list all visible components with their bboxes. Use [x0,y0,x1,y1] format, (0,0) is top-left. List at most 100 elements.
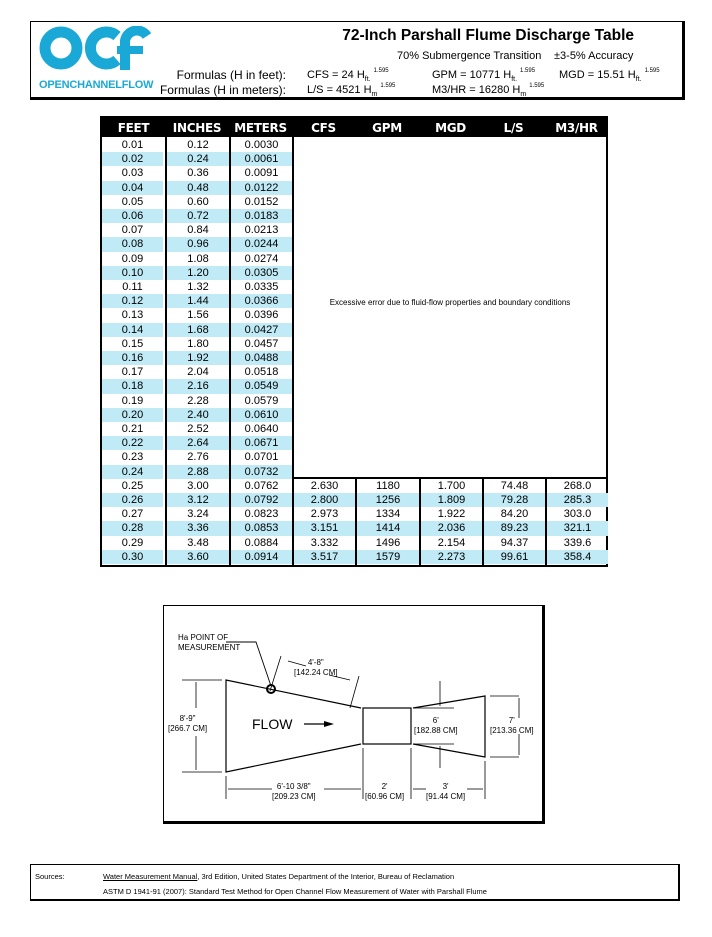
cfs-formula: CFS = 24 Hft.1.595 [307,68,389,84]
table-cell: 1.922 [437,508,466,521]
mgd-formula: MGD = 15.51 Hft.1.595 [559,68,660,84]
table-cell: 0.0701 [244,451,279,464]
table-cell: 0.21 [121,423,144,435]
table-cell: 3.332 [310,536,339,549]
column-header-cfs: CFS [292,118,355,137]
table-cell: 303.0 [563,508,592,521]
table-cell: 0.22 [102,436,163,451]
table-cell: 0.0549 [231,379,292,394]
table-cell: 0.05 [121,195,144,208]
table-cell: 0.15 [121,337,144,350]
table-cell: 0.24 [167,152,229,167]
table-cell: 0.0884 [244,536,279,549]
table-cell: 339.6 [563,536,592,549]
ocf-logo-icon [39,25,152,70]
table-cell: 0.0518 [244,366,279,379]
table-cell: 0.24 [102,464,163,479]
table-cell: 0.0732 [231,464,292,479]
table-cell: 99.61 [484,549,545,564]
table-cell: 1579 [357,549,419,564]
table-cell: 0.72 [167,209,229,224]
table-cell: 0.28 [102,521,163,536]
dim-diverging-length: 3' [91.44 CM] [426,782,466,801]
table-cell: 0.0853 [231,521,292,536]
table-cell: 2.64 [167,436,229,451]
table-cell: 0.0122 [231,180,292,195]
sources-label: Sources: [35,872,65,881]
row-divider [292,477,606,480]
table-cell: 0.36 [187,167,209,180]
table-cell: 321.1 [547,521,608,536]
table-cell: 3.36 [167,521,229,536]
table-cell: 2.973 [310,508,339,521]
table-cell: 0.04 [102,180,163,195]
table-cell: 3.12 [167,493,229,508]
table-cell: 3.24 [187,508,209,521]
table-cell: 0.12 [102,294,163,309]
table-cell: 0.01 [121,139,144,151]
table-cell: 1414 [357,521,419,536]
table-cell: 94.37 [500,536,529,549]
table-cell: 2.800 [294,493,355,508]
table-cell: 2.630 [310,479,339,492]
excluded-range-message: Excessive error due to fluid-flow proper… [329,298,571,308]
table-cell: 0.0427 [231,322,292,337]
table-cell: 0.0823 [244,508,279,521]
table-cell: 0.0762 [244,479,279,492]
table-cell: 0.23 [121,451,144,464]
column-header-meters: METERS [229,118,292,137]
table-cell: 0.27 [121,508,144,521]
table-cell: 1.700 [437,479,466,492]
table-cell: 0.0335 [244,281,279,293]
table-cell: 0.13 [121,309,144,322]
table-cell: 0.0671 [231,436,292,451]
formulas-meters-label: Formulas (H in meters): [159,83,286,97]
dim-inlet-width: 8'-9" [266.7 CM] [168,714,208,733]
column-header-mgd: MGD [419,118,482,137]
table-cell: 268.0 [563,479,592,492]
table-cell: 2.52 [187,423,209,435]
table-cell: 1180 [376,479,400,492]
table-cell: 1.92 [167,351,229,366]
header-box: OPENCHANNELFLOW 72-Inch Parshall Flume D… [30,21,685,100]
source-1-title: Water Measurement Manual [103,872,198,881]
formulas-feet-label: Formulas (H in feet): [176,68,286,82]
dim-measurement-distance: 4'-8" [142.24 CM] [294,658,338,677]
submergence-text: 70% Submergence Transition [397,50,542,62]
column-header-m3hr: M3/HR [545,118,608,137]
table-cell: 1334 [375,508,401,521]
table-cell: 358.4 [547,549,608,564]
table-cell: 0.25 [121,479,144,492]
table-cell: 0.0305 [231,265,292,280]
table-cell: 0.0488 [231,351,292,366]
table-cell: 0.0792 [231,493,292,508]
flow-label: FLOW [252,716,293,732]
point-of-measurement-label: Ha POINT OF MEASUREMENT [178,633,241,652]
source-2: ASTM D 1941-91 (2007): Standard Test Met… [103,887,487,896]
table-cell: 0.0061 [231,152,292,167]
table-cell: 285.3 [547,493,608,508]
discharge-table: FEET INCHES METERS CFS GPM MGD L/S M3/HR 0.01 0.1… [100,116,608,567]
table-cell: 3.60 [167,549,229,564]
table-cell: 1.68 [167,322,229,337]
table-cell: 0.0640 [244,423,279,435]
table-cell: 84.20 [500,508,529,521]
column-header-ls: L/S [482,118,545,137]
table-cell: 0.19 [121,394,144,407]
table-cell: 1.20 [167,265,229,280]
table-cell: 1496 [375,536,401,549]
table-cell: 0.14 [102,322,163,337]
table-cell: 0.17 [121,366,144,379]
table-cell: 0.0213 [244,224,279,237]
table-cell: 1.08 [187,252,209,265]
column-header-feet: FEET [102,118,165,137]
table-cell: 1256 [357,493,419,508]
table-cell: 2.40 [167,407,229,422]
table-cell: 2.88 [167,464,229,479]
table-cell: 0.0274 [244,252,279,265]
table-cell: 1.56 [187,309,209,322]
dim-converging-length: 6'-10 3/8" [209.23 CM] [272,782,316,801]
column-divider [292,137,294,565]
table-cell: 0.0091 [244,167,279,180]
ls-formula: L/S = 4521 Hm1.595 [307,83,396,99]
